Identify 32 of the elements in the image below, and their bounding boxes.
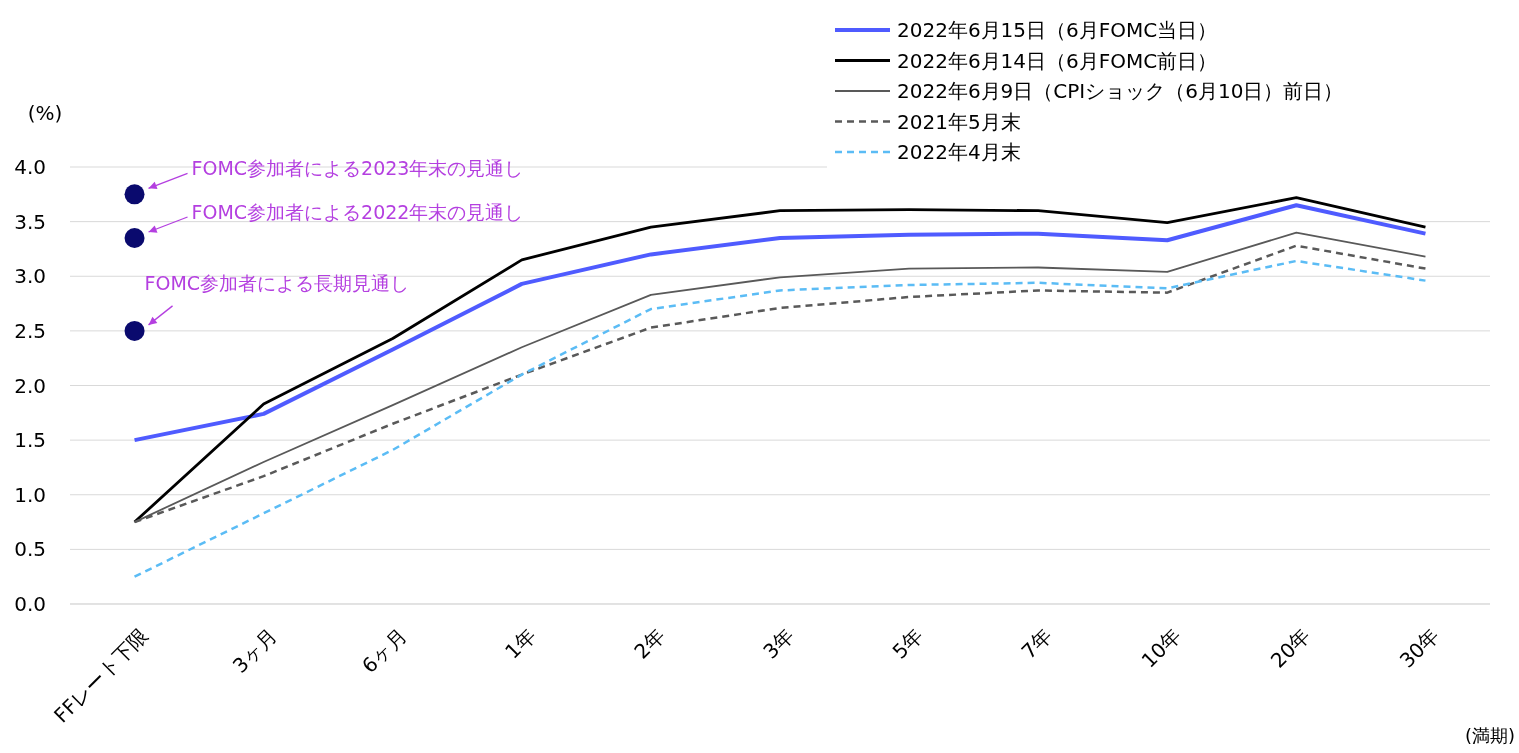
y-tick-label: 0.0 <box>14 592 46 616</box>
x-tick-label: 2年 <box>629 623 670 664</box>
legend-label: 2022年4月末 <box>897 140 1021 164</box>
legend-label: 2022年6月14日（6月FOMC前日） <box>897 48 1218 73</box>
annotation: FOMC参加者による2022年末の見通し <box>191 200 524 223</box>
line-series <box>133 259 1427 578</box>
y-tick-label: 2.5 <box>14 318 46 343</box>
x-axis-title: (満期) <box>1464 725 1515 746</box>
y-tick-label: 0.5 <box>14 537 46 562</box>
x-tick-label: 1年 <box>500 623 541 664</box>
x-tick-label: 3ヶ月 <box>227 623 283 678</box>
x-tick-label: 30年 <box>1394 623 1444 673</box>
y-tick-label: 1.0 <box>14 482 46 507</box>
annotation: FOMC参加者による長期見通し <box>144 271 410 294</box>
legend-label: 2022年6月9日（CPIショック（6月10日）前日） <box>897 79 1344 103</box>
y-axis-title: (%) <box>27 101 63 125</box>
x-tick-label: 3年 <box>758 623 799 664</box>
legend-label: 2021年5月末 <box>897 109 1021 134</box>
x-tick-label: 6ヶ月 <box>356 623 412 678</box>
legend-label: 2022年6月15日（6月FOMC当日） <box>897 18 1218 42</box>
y-tick-label: 3.5 <box>14 209 46 234</box>
x-tick-label: 7年 <box>1016 623 1057 664</box>
x-tick-label: 20年 <box>1265 623 1315 673</box>
y-tick-label: 3.0 <box>14 264 46 289</box>
x-tick-label: 5年 <box>887 623 928 664</box>
line-series <box>132 203 1428 443</box>
y-tick-label: 1.5 <box>14 428 46 453</box>
y-tick-label: 2.0 <box>14 373 46 398</box>
annotation: FOMC参加者による2023年末の見通し <box>191 156 524 179</box>
x-tick-label: 10年 <box>1136 623 1186 673</box>
x-tick-label: FFレート下限 <box>49 623 154 728</box>
y-tick-label: 4.0 <box>14 155 46 179</box>
